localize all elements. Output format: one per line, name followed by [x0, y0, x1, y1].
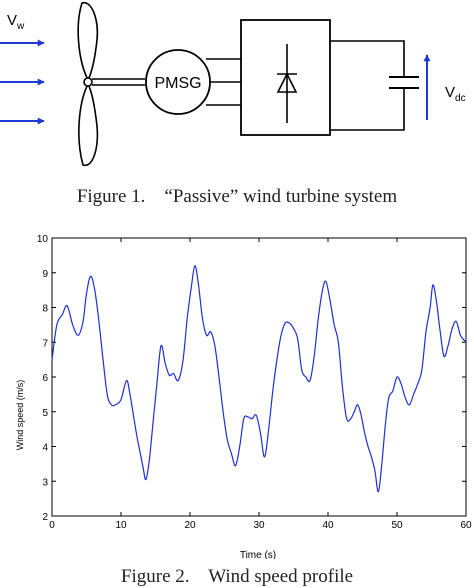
x-tick-label: 40: [322, 520, 334, 531]
y-tick-label: 3: [42, 477, 48, 488]
diode-icon: [276, 44, 298, 123]
wind-speed-label: Vw: [7, 12, 25, 32]
pmsg-label: PMSG: [154, 75, 201, 92]
dc-bus: [330, 40, 405, 131]
x-tick-label: 60: [460, 520, 472, 531]
wind-speed-chart: 0 10 20 30 40 50 60 2 3 4 5 6 7 8 9 10 Time (s) Wind sp…: [15, 234, 472, 559]
y-tick-label: 8: [42, 304, 48, 315]
x-tick-label: 30: [253, 520, 265, 531]
x-tick-label: 50: [391, 520, 403, 531]
capacitor-icon: [389, 76, 419, 89]
figure-1-caption: Figure 1. “Passive” wind turbine system: [76, 186, 398, 207]
wind-speed-line: [51, 265, 467, 493]
lower-blade: [78, 82, 99, 166]
turbine-blades: [77, 2, 99, 166]
y-axis-label: Wind speed (m/s): [15, 380, 25, 451]
plot-frame: [51, 237, 467, 517]
y-tick-label: 9: [42, 269, 48, 280]
y-tick-label: 4: [42, 443, 48, 454]
x-tick-label: 0: [49, 520, 55, 531]
wind-arrows: [0, 39, 45, 125]
upper-blade: [77, 2, 99, 82]
turbine-system-diagram: Vw PMSG Vdc: [0, 2, 466, 166]
x-tick-label: 10: [115, 520, 127, 531]
chart-series: [51, 265, 467, 493]
y-tick-label: 6: [42, 373, 48, 384]
figure-2-caption: Figure 2. Wind speed profile: [120, 566, 354, 587]
y-tick-label: 5: [42, 408, 48, 419]
turbine-hub: [83, 77, 93, 87]
y-tick-label: 10: [37, 234, 49, 245]
y-tick-label: 2: [42, 512, 48, 523]
three-phase-lines: [206, 58, 241, 106]
x-axis-label: Time (s): [240, 550, 276, 559]
turbine-shaft: [92, 78, 145, 86]
chart-axes: 0 10 20 30 40 50 60 2 3 4 5 6 7 8 9 10: [37, 234, 472, 531]
y-tick-label: 7: [42, 338, 48, 349]
dc-voltage-label: Vdc: [445, 84, 466, 104]
x-tick-label: 20: [184, 520, 196, 531]
